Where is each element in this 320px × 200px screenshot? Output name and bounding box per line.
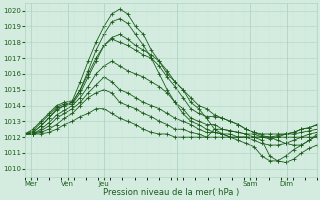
X-axis label: Pression niveau de la mer( hPa ): Pression niveau de la mer( hPa ) (103, 188, 239, 197)
